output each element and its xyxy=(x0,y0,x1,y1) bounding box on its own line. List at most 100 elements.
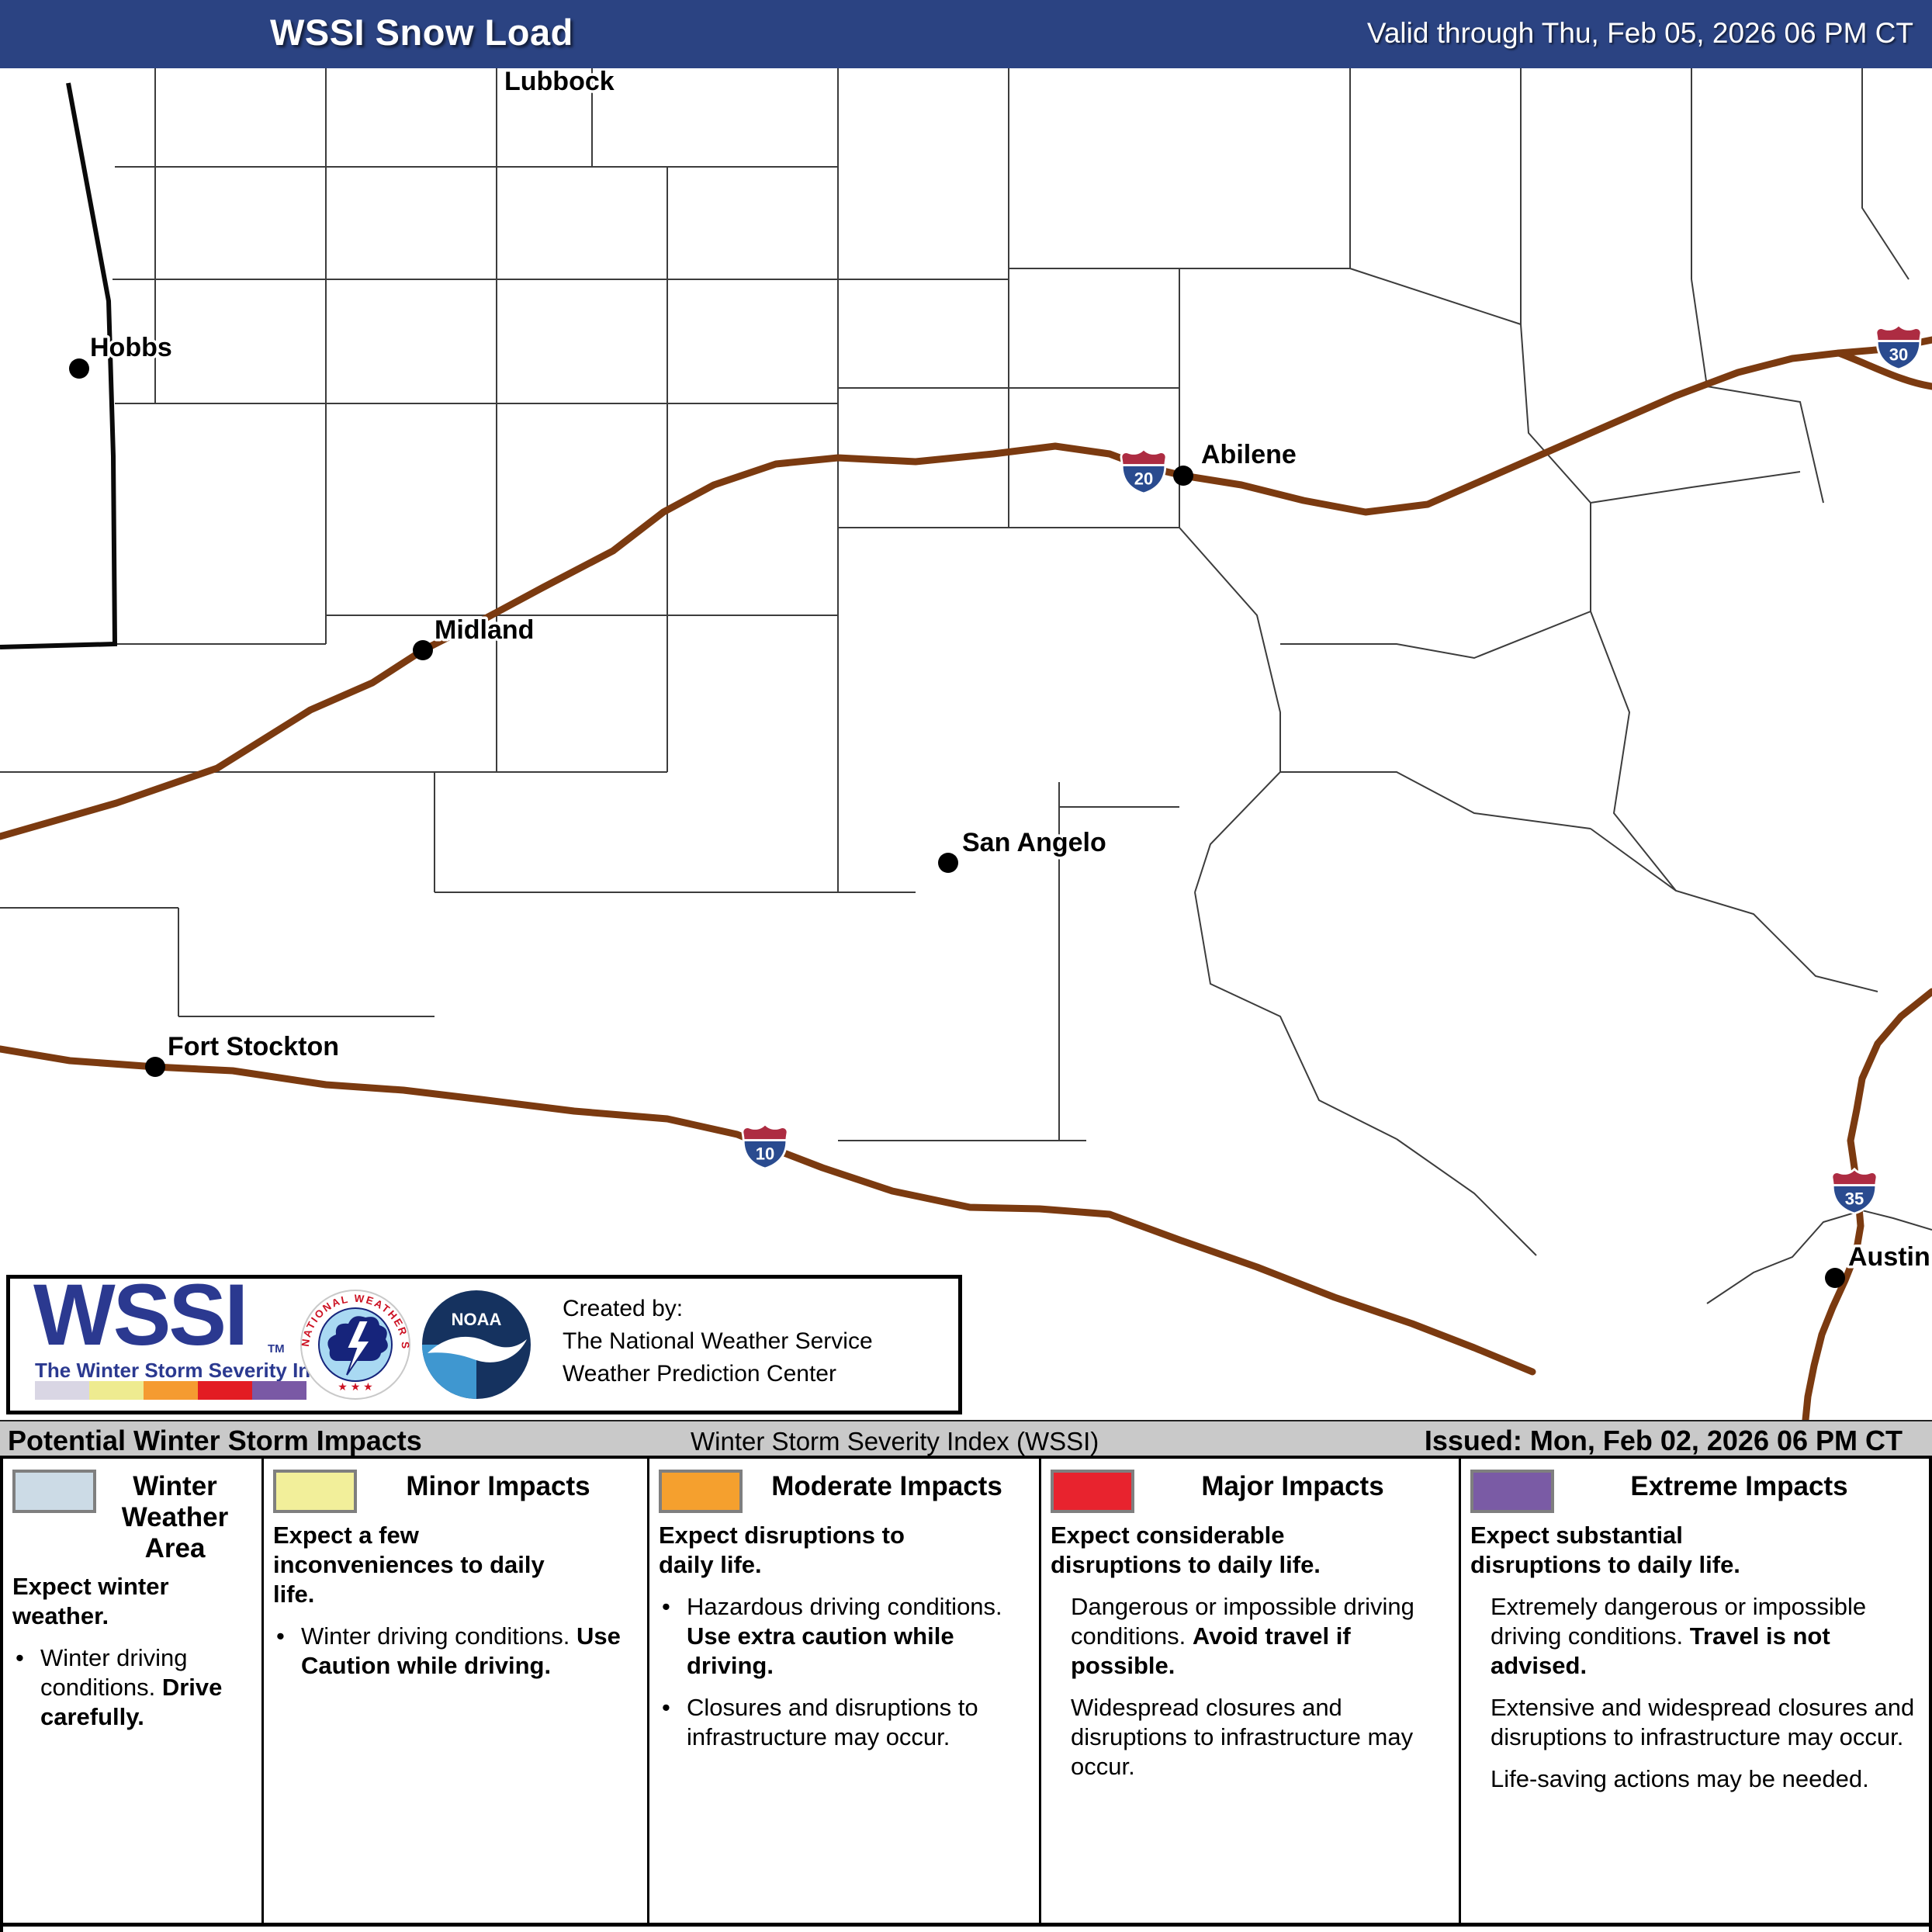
colorbar-segment xyxy=(198,1381,252,1400)
legend-swatch-winter-weather xyxy=(12,1470,96,1513)
legend-item-text: Widespread closures and disruptions to i… xyxy=(1071,1694,1414,1780)
wssi-tagline: The Winter Storm Severity Index xyxy=(35,1359,345,1382)
national-weather-service-logo-icon: NATIONAL WEATHER SERVICE ★ ★ ★ xyxy=(294,1279,412,1405)
legend-item-text: Winter driving conditions. Use Caution w… xyxy=(301,1622,621,1679)
legend-item: Life-saving actions may be needed. xyxy=(1470,1764,1924,1794)
city-label-fort-stockton: Fort Stockton xyxy=(168,1032,339,1061)
legend-items: • Winter driving conditions. Drive carefu… xyxy=(12,1643,254,1732)
city-dot-san-angelo xyxy=(938,853,958,873)
header-bar: WSSI Snow Load Valid through Thu, Feb 05… xyxy=(0,0,1932,68)
svg-text:35: 35 xyxy=(1845,1189,1864,1209)
org-line-1: The National Weather Service xyxy=(563,1328,873,1354)
issued-timestamp: Issued: Mon, Feb 02, 2026 06 PM CT xyxy=(1424,1425,1903,1456)
interstate-shields: 20 30 10 35 xyxy=(741,323,1923,1215)
legend-intro: Expect considerable disruptions to daily… xyxy=(1051,1522,1321,1578)
colorbar-segment xyxy=(144,1381,198,1400)
legend-item: • Closures and disruptions to infrastruct… xyxy=(659,1693,1031,1752)
legend-item-text: Life-saving actions may be needed. xyxy=(1491,1765,1869,1792)
legend-item: Dangerous or impossible driving conditio… xyxy=(1051,1592,1451,1681)
legend-item: • Hazardous driving conditions. Use extra… xyxy=(659,1592,1031,1681)
legend-swatch-minor xyxy=(273,1470,357,1513)
bullet-icon: • xyxy=(16,1644,24,1671)
bullet-icon: • xyxy=(662,1694,670,1721)
road-i20 xyxy=(0,336,1932,840)
legend-item-text: Winter driving conditions. Drive careful… xyxy=(40,1644,223,1730)
noaa-logo-icon: NOAA xyxy=(420,1288,533,1405)
city-label-san-angelo: San Angelo xyxy=(962,828,1106,857)
impacts-bar-title: Potential Winter Storm Impacts xyxy=(8,1425,422,1456)
legend-column-winter-weather: Winter Weather Area Expect winter weathe… xyxy=(3,1459,261,1923)
legend-column-extreme: Extreme Impacts Expect substantial disru… xyxy=(1459,1459,1932,1923)
item-indent xyxy=(1470,1592,1491,1681)
legend-items: • Winter driving conditions. Use Caution … xyxy=(273,1622,639,1681)
legend-item-text: Closures and disruptions to infrastructu… xyxy=(687,1694,978,1750)
colorbar-segment xyxy=(35,1381,89,1400)
bullet-icon: • xyxy=(662,1593,670,1620)
item-indent xyxy=(1051,1693,1071,1781)
legend-item: Extensive and widespread closures and di… xyxy=(1470,1693,1924,1752)
wssi-logo-text: WSSI xyxy=(33,1266,248,1363)
legend-swatch-moderate xyxy=(659,1470,743,1513)
legend-title: Moderate Impacts xyxy=(771,1471,1002,1501)
legend-column-major: Major Impacts Expect considerable disrup… xyxy=(1039,1459,1459,1923)
legend-item: Extremely dangerous or impossible drivin… xyxy=(1470,1592,1924,1681)
road-i10 xyxy=(0,1045,1536,1376)
legend-items: Extremely dangerous or impossible drivin… xyxy=(1470,1592,1924,1794)
interstate-35-shield-icon: 35 xyxy=(1830,1167,1878,1215)
road-i20-east xyxy=(1835,349,1932,390)
legend-title: Extreme Impacts xyxy=(1630,1471,1848,1501)
legend-swatch-extreme xyxy=(1470,1470,1554,1513)
state-boundary xyxy=(0,82,118,649)
legend-item: Widespread closures and disruptions to i… xyxy=(1051,1693,1451,1781)
legend-title: Major Impacts xyxy=(1201,1471,1384,1501)
legend-item: • Winter driving conditions. Drive carefu… xyxy=(12,1643,254,1732)
svg-text:20: 20 xyxy=(1134,469,1153,489)
colorbar-segment xyxy=(252,1381,306,1400)
trademark-text: TM xyxy=(268,1342,285,1356)
city-dot-hobbs xyxy=(69,358,89,379)
wssi-severity-colorbar xyxy=(35,1381,306,1400)
legend-intro: Expect substantial disruptions to daily … xyxy=(1470,1522,1740,1578)
svg-text:30: 30 xyxy=(1889,345,1908,365)
legend-intro: Expect disruptions to daily life. xyxy=(659,1522,905,1578)
svg-text:★ ★ ★: ★ ★ ★ xyxy=(338,1380,372,1393)
item-indent xyxy=(1470,1693,1491,1752)
legend-item-text: Extensive and widespread closures and di… xyxy=(1491,1694,1915,1750)
legend-column-minor: Minor Impacts Expect a few inconvenience… xyxy=(261,1459,647,1923)
created-by-line: Created by: xyxy=(563,1296,684,1321)
impacts-bar-subtitle: Winter Storm Severity Index (WSSI) xyxy=(691,1427,1099,1456)
impact-legend: Winter Weather Area Expect winter weathe… xyxy=(0,1459,1932,1932)
county-boundaries xyxy=(0,68,1932,1304)
map-svg: 20 30 10 35 Lubbock Hobbs Abilene Midland San A… xyxy=(0,68,1932,1420)
credit-text: Created by: The National Weather Service… xyxy=(563,1293,873,1390)
legend-item: • Winter driving conditions. Use Caution … xyxy=(273,1622,639,1681)
legend-item-text: Dangerous or impossible driving conditio… xyxy=(1071,1593,1414,1679)
legend-bottom-border xyxy=(3,1923,1929,1927)
city-label-abilene: Abilene xyxy=(1201,440,1297,469)
item-indent xyxy=(1051,1592,1071,1681)
org-line-2: Weather Prediction Center xyxy=(563,1361,836,1387)
credit-box: WSSI TM The Winter Storm Severity Index … xyxy=(6,1266,962,1414)
legend-items: Dangerous or impossible driving conditio… xyxy=(1051,1592,1451,1781)
page-title: WSSI Snow Load xyxy=(270,12,573,53)
legend-intro: Expect winter weather. xyxy=(12,1573,169,1629)
weather-map[interactable]: 20 30 10 35 Lubbock Hobbs Abilene Midland San A… xyxy=(0,68,1932,1420)
legend-items: • Hazardous driving conditions. Use extra… xyxy=(659,1592,1031,1752)
item-indent xyxy=(1470,1764,1491,1794)
city-dot-abilene xyxy=(1173,466,1193,486)
legend-item-text: Extremely dangerous or impossible drivin… xyxy=(1491,1593,1867,1679)
legend-intro: Expect a few inconveniences to daily lif… xyxy=(273,1522,545,1608)
bullet-icon: • xyxy=(276,1622,285,1650)
interstate-20-shield-icon: 20 xyxy=(1120,447,1168,495)
city-markers: Lubbock Hobbs Abilene Midland San Angelo Fort… xyxy=(69,68,1932,1288)
city-dot-midland xyxy=(413,640,433,660)
legend-title: Minor Impacts xyxy=(406,1471,590,1501)
legend-column-moderate: Moderate Impacts Expect disruptions to d… xyxy=(647,1459,1039,1923)
legend-item-text: Hazardous driving conditions. Use extra … xyxy=(687,1593,1002,1679)
colorbar-segment xyxy=(89,1381,144,1400)
city-label-hobbs: Hobbs xyxy=(90,333,172,362)
interstate-highways xyxy=(0,336,1932,1420)
svg-text:NOAA: NOAA xyxy=(452,1310,502,1329)
impacts-title-bar: Potential Winter Storm Impacts Winter St… xyxy=(0,1420,1932,1459)
legend-swatch-major xyxy=(1051,1470,1134,1513)
